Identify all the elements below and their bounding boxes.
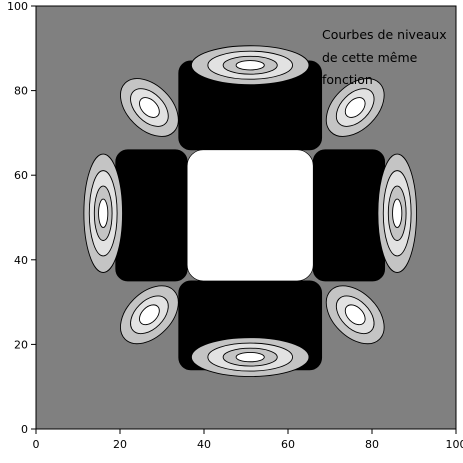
- lobe-bottom-right: [325, 285, 385, 345]
- lobe-top-left-level-3: [139, 97, 160, 118]
- plot-frame: [35, 5, 457, 430]
- annotation-line-2: de cette même: [322, 50, 418, 65]
- annotation-line-1: Courbes de niveaux: [322, 27, 447, 42]
- y-tick-label-60: 60: [14, 169, 28, 182]
- lobe-left: [83, 153, 123, 273]
- x-tick-label-20: 20: [113, 438, 127, 451]
- lobe-top-left: [120, 78, 179, 137]
- x-tick-label-100: 100: [446, 438, 463, 451]
- y-tick-label-80: 80: [14, 85, 28, 98]
- x-axis: 0 20 40 60 80 100: [33, 429, 463, 451]
- x-tick-label-80: 80: [365, 438, 379, 451]
- y-axis: 0 20 40 60 80 100: [7, 0, 36, 436]
- y-tick-label-40: 40: [14, 254, 28, 267]
- lobe-bottom-right-level-3: [344, 304, 366, 326]
- lobe-bottom-left: [120, 285, 179, 345]
- lobe-bottom-left-level-3: [139, 304, 160, 326]
- center-plateau: [186, 149, 314, 282]
- x-tick-label-60: 60: [281, 438, 295, 451]
- lobe-right: [377, 153, 417, 273]
- lobe-left-level-4: [98, 198, 109, 228]
- contour-regions: [83, 45, 417, 377]
- y-tick-label-100: 100: [7, 0, 28, 13]
- y-tick-label-0: 0: [21, 423, 28, 436]
- lobe-bottom: [190, 337, 310, 377]
- lobe-top: [190, 45, 310, 86]
- annotation-line-3: fonction: [322, 72, 373, 87]
- dark-band-right: [312, 149, 386, 282]
- lobe-top-right: [325, 78, 385, 137]
- dark-band-left: [115, 149, 188, 282]
- annotation: Courbes de niveaux de cette même fonctio…: [322, 27, 447, 87]
- y-tick-label-20: 20: [14, 338, 28, 351]
- x-tick-label-40: 40: [197, 438, 211, 451]
- lobe-top-level-4: [235, 60, 265, 71]
- lobe-bottom-level-4: [235, 351, 265, 363]
- lobe-top-right-level-3: [344, 97, 366, 118]
- x-tick-label-0: 0: [33, 438, 40, 451]
- lobe-right-level-4: [392, 198, 403, 228]
